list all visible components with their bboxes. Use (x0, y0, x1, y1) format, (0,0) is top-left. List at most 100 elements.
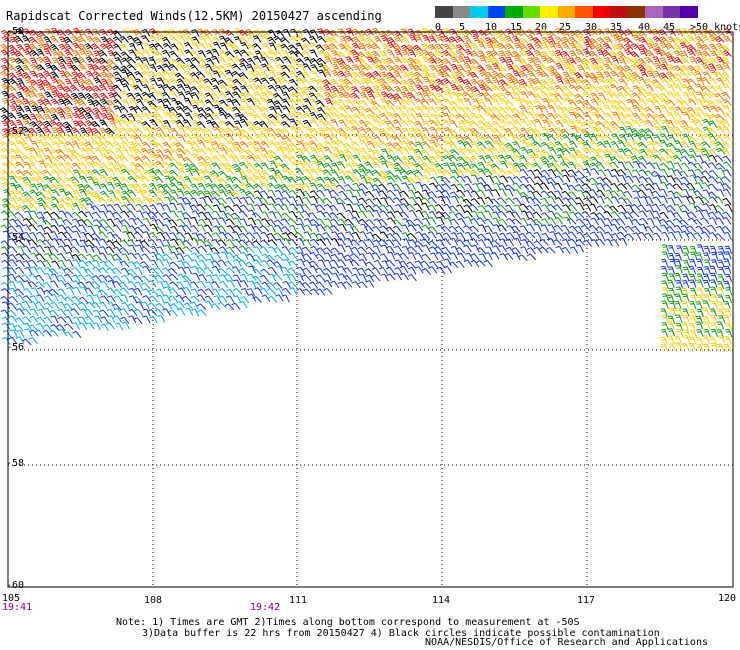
wind-barb (400, 203, 409, 211)
wind-barb (574, 29, 584, 37)
wind-barb (626, 98, 635, 107)
wind-barb (511, 148, 521, 156)
legend-label: 15 (510, 22, 523, 33)
wind-barb (268, 56, 277, 65)
wind-barb (259, 133, 269, 141)
wind-barb (169, 182, 179, 190)
wind-barb (527, 119, 537, 128)
wind-barb (72, 259, 81, 268)
wind-barb (296, 183, 305, 192)
wind-barb (301, 175, 312, 183)
wind-barb (282, 232, 291, 240)
wind-barb (561, 118, 570, 127)
wind-barb (51, 238, 60, 246)
wind-barb (8, 92, 18, 100)
lon-label-120: 120 (718, 593, 737, 604)
wind-barb (596, 106, 606, 115)
wind-barb (281, 203, 290, 212)
wind-barb (442, 64, 452, 73)
wind-barb (0, 70, 10, 78)
wind-barb (106, 197, 116, 205)
wind-barb (142, 265, 151, 274)
wind-barb (512, 176, 523, 184)
wind-barb (584, 41, 593, 50)
wind-barb (421, 197, 431, 204)
wind-barb (696, 279, 704, 288)
wind-barb (226, 197, 235, 205)
wind-barb (567, 204, 578, 211)
wind-barb (323, 176, 333, 185)
wind-barb (456, 204, 465, 212)
wind-barb (148, 288, 159, 296)
wind-barb (660, 63, 669, 72)
wind-barb (63, 211, 74, 219)
wind-barb (71, 112, 81, 120)
wind-barb (310, 245, 320, 254)
wind-barb (513, 204, 523, 212)
wind-barb (681, 210, 690, 219)
wind-barb (182, 211, 192, 219)
wind-barb (309, 252, 319, 260)
wind-barb (673, 64, 683, 72)
wind-barb (156, 35, 166, 44)
wind-barb (470, 132, 479, 141)
wind-barb (491, 106, 501, 114)
wind-barb (303, 231, 312, 239)
wind-barb (133, 134, 143, 143)
wind-barb (539, 78, 550, 87)
wind-barb (287, 273, 297, 282)
wind-barb (295, 168, 304, 176)
wind-barb (533, 118, 543, 127)
wind-barb (70, 64, 81, 72)
wind-barb (190, 57, 200, 64)
wind-barb (345, 189, 355, 198)
wind-barb (709, 105, 719, 113)
wind-barb (8, 56, 18, 64)
wind-barb (275, 128, 285, 136)
wind-barb (618, 197, 628, 205)
wind-barb (667, 126, 676, 135)
wind-barb (710, 328, 718, 337)
wind-barb (555, 119, 564, 128)
wind-barb (703, 294, 711, 303)
wind-barb (238, 239, 249, 246)
wind-barb (624, 120, 634, 129)
wind-barb (227, 140, 236, 149)
wind-barb (520, 146, 529, 155)
wind-barb (302, 288, 313, 296)
wind-barb (43, 226, 54, 234)
wind-barb (64, 49, 74, 57)
wind-barb (700, 85, 711, 93)
wind-barb (448, 141, 458, 150)
wind-barb (190, 140, 200, 148)
wind-barb (378, 183, 388, 191)
wind-barb (364, 161, 374, 169)
wind-barb (99, 210, 108, 219)
wind-barb (274, 84, 284, 93)
wind-barb (71, 140, 80, 149)
wind-barb (203, 267, 214, 275)
wind-barb (72, 230, 81, 239)
wind-barb (659, 41, 669, 50)
note-line-1: Note: 1) Times are GMT 2)Times along bot… (116, 617, 580, 628)
wind-barb (386, 147, 396, 156)
wind-barb (148, 34, 158, 43)
wind-barb (210, 121, 220, 129)
wind-barb (239, 148, 250, 156)
wind-barb (134, 50, 144, 57)
wind-barb (588, 50, 598, 58)
wind-barb (385, 29, 395, 37)
wind-barb (680, 140, 690, 149)
wind-barb (254, 134, 264, 142)
wind-barb (43, 289, 53, 297)
wind-barb (99, 98, 109, 106)
wind-barb (428, 266, 438, 274)
wind-barb (708, 170, 719, 178)
wind-barb (553, 163, 563, 170)
wind-barb (129, 161, 138, 170)
wind-barb (183, 217, 192, 226)
wind-barb (253, 175, 262, 184)
wind-barb (182, 148, 193, 156)
wind-barb (589, 162, 600, 170)
wind-barb (51, 57, 61, 66)
